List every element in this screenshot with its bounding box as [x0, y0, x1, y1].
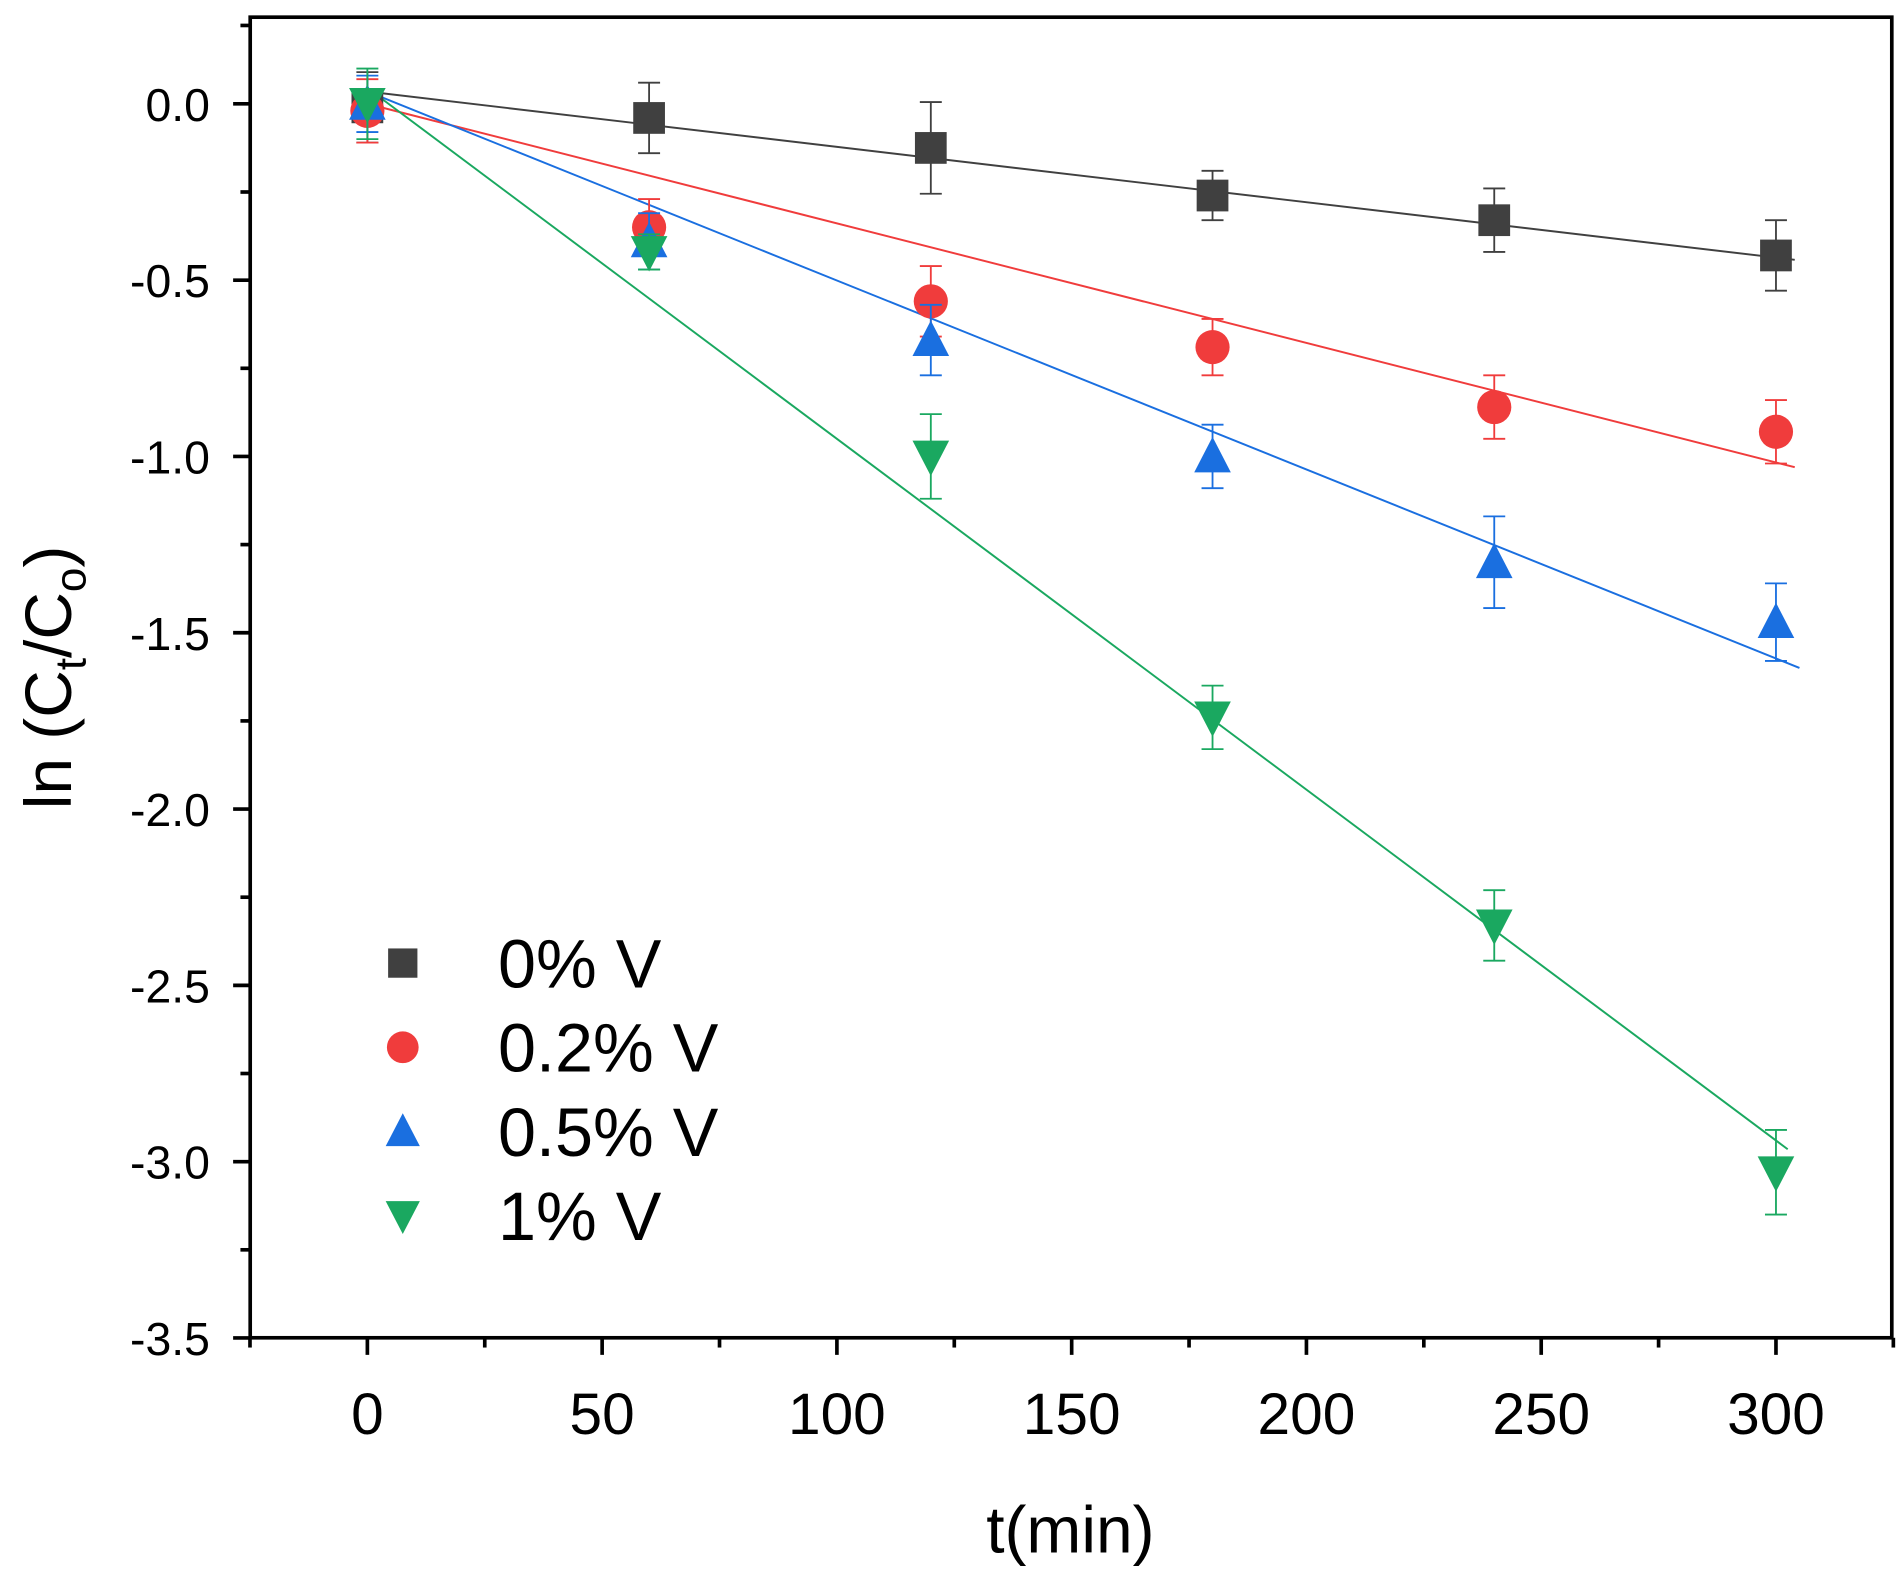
square-marker	[633, 102, 665, 134]
legend-label: 0.2% V	[498, 1011, 719, 1087]
circle-marker	[1195, 330, 1230, 365]
series-1	[350, 78, 1794, 465]
fit-line	[367, 102, 1795, 469]
fit-line	[367, 90, 1795, 261]
circle-marker	[1758, 414, 1794, 449]
circle-marker	[1477, 389, 1512, 425]
triangle-down-marker	[912, 440, 950, 476]
fit-line	[367, 90, 1800, 669]
x-tick-label: 300	[1727, 1382, 1825, 1447]
y-tick-label: 0.0	[145, 79, 209, 131]
x-tick-label: 150	[1023, 1382, 1121, 1447]
triangle-down-marker	[349, 87, 386, 124]
series-2	[349, 74, 1795, 662]
series-3	[349, 67, 1795, 1216]
y-tick-label: -1.0	[130, 432, 210, 484]
series-0	[351, 71, 1792, 292]
triangle-down-marker	[630, 236, 668, 272]
y-tick-label: -0.5	[130, 255, 210, 307]
circle-marker	[386, 1031, 419, 1064]
triangle-up-marker	[385, 1113, 420, 1147]
triangle-up-marker	[912, 320, 950, 356]
y-tick-label: -2.5	[130, 960, 210, 1012]
x-axis-label: t(min)	[986, 1493, 1154, 1567]
y-axis-label: ln (Ct/Co)	[11, 546, 96, 810]
triangle-down-marker	[1757, 1156, 1795, 1192]
legend-label: 1% V	[498, 1179, 662, 1255]
legend-label: 0.5% V	[498, 1095, 719, 1171]
fit-line	[366, 87, 1789, 1151]
triangle-up-marker	[1194, 436, 1231, 473]
y-tick-label: -3.0	[130, 1137, 210, 1189]
x-tick-label: 50	[570, 1382, 635, 1447]
legend-label: 0% V	[498, 926, 662, 1002]
square-marker	[1196, 179, 1229, 212]
square-marker	[1760, 239, 1792, 272]
triangle-down-marker	[1475, 909, 1513, 945]
triangle-down-marker	[385, 1201, 420, 1235]
plot-frame	[248, 15, 1894, 1340]
square-marker	[914, 132, 947, 164]
triangle-up-marker	[1475, 542, 1513, 579]
triangle-up-marker	[1757, 602, 1795, 639]
y-tick-label: -1.5	[130, 608, 210, 660]
square-marker	[388, 948, 418, 978]
circle-marker	[913, 284, 948, 319]
x-tick-label: 0	[351, 1382, 384, 1447]
x-tick-label: 250	[1492, 1382, 1590, 1447]
square-marker	[1478, 204, 1511, 237]
x-tick-label: 200	[1258, 1382, 1356, 1447]
y-tick-label: -3.5	[130, 1313, 210, 1365]
x-tick-label: 100	[788, 1382, 886, 1447]
y-tick-label: -2.0	[130, 784, 210, 836]
triangle-down-marker	[1194, 701, 1231, 737]
